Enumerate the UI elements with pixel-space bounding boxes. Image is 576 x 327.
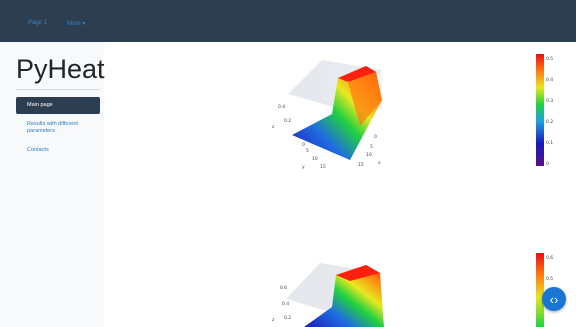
z-axis-label: z <box>272 125 275 130</box>
nav-link-page-1[interactable]: Page 1 <box>28 20 48 26</box>
colorbar-tick: 0.6 <box>546 255 553 261</box>
top-navbar: Page 1 More ▾ <box>0 0 576 42</box>
surface-plot-2[interactable]: 0.6 0.4 0.2 z 0.6 0.5 0.4 <box>104 247 576 327</box>
sidebar-item-main-page[interactable]: Main page <box>16 97 100 114</box>
code-brackets-icon[interactable]: ‹› <box>542 287 566 311</box>
z-tick-2: 0.2 <box>284 315 291 321</box>
sidebar: PyHeat Main page Results with different … <box>0 42 105 327</box>
y-tick-1: 5 <box>306 148 309 154</box>
colorbar <box>536 253 544 327</box>
colorbar-tick: 0.2 <box>546 119 553 125</box>
z-tick-1: 0.4 <box>282 301 289 307</box>
surface-plot-1[interactable]: 0.4 0.2 z 0 5 10 15 y 0 5 10 15 x 0.5 0.… <box>104 42 576 182</box>
x-axis-label: x <box>378 161 381 166</box>
main-content: 0.4 0.2 z 0 5 10 15 y 0 5 10 15 x 0.5 0.… <box>104 42 576 327</box>
y-axis-label: y <box>302 165 305 170</box>
z-tick-0: 0.6 <box>280 285 287 291</box>
colorbar <box>536 54 544 166</box>
colorbar-tick: 0.3 <box>546 98 553 104</box>
brand-title: PyHeat <box>16 54 105 84</box>
sidebar-item-results[interactable]: Results with different parameters <box>27 121 78 134</box>
z-axis-label: z <box>272 318 275 323</box>
colorbar-tick: 0.5 <box>546 276 553 282</box>
sidebar-divider <box>16 89 100 90</box>
z-tick-0: 0.4 <box>278 104 285 110</box>
y-tick-3: 15 <box>320 164 326 170</box>
nav-dropdown-more[interactable]: More ▾ <box>67 21 86 27</box>
surface-top <box>336 265 380 281</box>
colorbar-tick: 0 <box>546 161 549 167</box>
colorbar-tick: 0.5 <box>546 56 553 62</box>
x-tick-1: 5 <box>370 144 373 150</box>
surface-side <box>348 72 382 126</box>
x-tick-2: 10 <box>366 152 372 158</box>
surface-mesh <box>304 265 384 327</box>
x-tick-0: 0 <box>374 134 377 140</box>
y-tick-2: 10 <box>312 156 318 162</box>
y-tick-0: 0 <box>302 142 305 148</box>
surface-top <box>338 66 376 82</box>
sidebar-item-contacts[interactable]: Contacts <box>27 147 49 153</box>
colorbar-tick: 0.4 <box>546 77 553 83</box>
x-tick-3: 15 <box>358 162 364 168</box>
z-tick-1: 0.2 <box>284 118 291 124</box>
colorbar-tick: 0.1 <box>546 140 553 146</box>
